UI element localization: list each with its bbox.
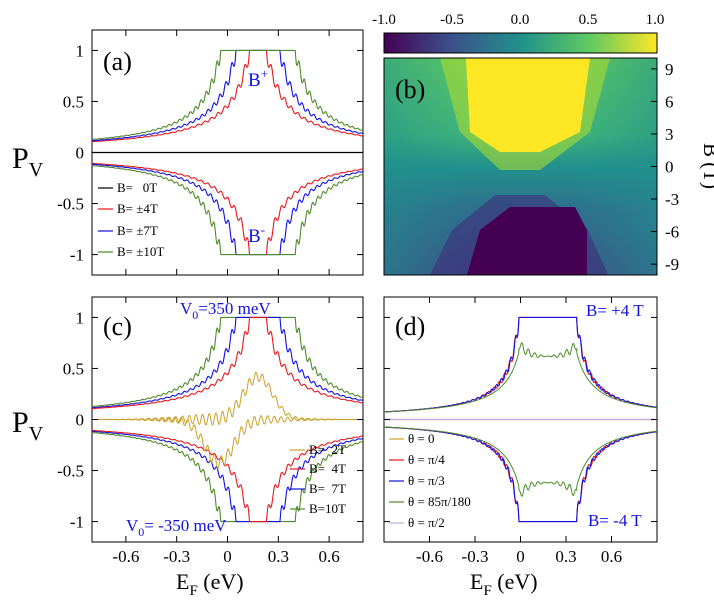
y-tick-label: -1 xyxy=(70,513,84,532)
legend-label: θ = π/2 xyxy=(408,515,445,530)
annotation-b-minus4: B= -4 T xyxy=(588,511,642,530)
colorbar-tick-label: -1.0 xyxy=(372,12,396,28)
annotation-v0-positive: V0=350 meV xyxy=(180,299,271,322)
colorbar: -1.0 -0.5 0.0 0.5 1.0 xyxy=(372,12,665,54)
x-axis-label-c: EF (eV) xyxy=(176,569,244,599)
panel-label-d: (d) xyxy=(395,312,425,341)
b-axis-tick-label: 3 xyxy=(665,125,674,144)
series-line-theta-85pi180-positive xyxy=(384,342,657,413)
x-tick-label: 0.6 xyxy=(601,547,622,566)
series-line-negative-b xyxy=(92,164,363,256)
legend-label: θ = π/4 xyxy=(408,452,445,467)
panel-c-curves xyxy=(92,316,363,523)
colorbar-tick-label: 0.5 xyxy=(579,12,598,28)
series-line-negative-v0 xyxy=(92,431,363,523)
x-tick-label: 0.6 xyxy=(319,547,340,566)
y-tick-label: 1 xyxy=(76,308,85,327)
series-line-negative-b xyxy=(92,162,363,256)
series-line-positive-v0 xyxy=(92,316,363,410)
y-tick-label: 0 xyxy=(76,411,85,430)
series-line-positive-v0 xyxy=(92,316,363,408)
x-tick-label: -0.6 xyxy=(112,547,139,566)
x-tick-label: 0.3 xyxy=(268,547,289,566)
series-line-positive-b xyxy=(92,49,363,143)
legend-label: B= ±7T xyxy=(117,223,158,238)
panel-b xyxy=(383,57,658,276)
series-line-positive-b xyxy=(92,49,363,142)
b-axis-tick-label: -9 xyxy=(665,255,679,274)
legend-label: θ = π/3 xyxy=(408,473,445,488)
series-line-negative-b xyxy=(92,163,363,256)
y-tick-label: 1 xyxy=(76,41,85,60)
y-axis-label-bottom: PV xyxy=(12,406,44,445)
legend-a: B= 0T B= ±4T B= ±7T B= ±10T xyxy=(98,180,164,259)
heatmap-bottom-lobe xyxy=(467,207,587,275)
b-axis-tick-label: 9 xyxy=(665,60,674,79)
y-tick-label: -0.5 xyxy=(57,462,84,481)
legend-label: B= 2T xyxy=(309,442,346,457)
heatmap-top-lobe xyxy=(466,58,590,152)
b-axis-tick-label: 0 xyxy=(665,158,674,177)
y-axis-label-top: PV xyxy=(12,142,44,181)
b-axis-tick-label: -3 xyxy=(665,190,679,209)
series-line-negative-v0 xyxy=(92,429,363,523)
series-line-positive-b xyxy=(92,49,363,141)
panel-a-curves xyxy=(92,49,363,256)
b-axis-tick-label: -6 xyxy=(665,223,679,242)
b-axis-label: B (T) xyxy=(699,143,714,189)
colorbar-gradient xyxy=(383,32,658,54)
series-line-b-2t-negative xyxy=(92,415,363,469)
series-line-negative-v0 xyxy=(92,430,363,523)
panel-label-b: (b) xyxy=(395,75,425,104)
b-axis-tick-label: 6 xyxy=(665,92,674,111)
axis-ticks: 1 0.5 0 -0.5 -1 1 0.5 0 -0.5 -1 -0.6 -0.3 0 0.3 0.6 -0.… xyxy=(57,30,679,566)
legend-label: θ = 0 xyxy=(408,431,435,446)
y-tick-label: 0 xyxy=(76,144,85,163)
panel-label-a: (a) xyxy=(103,47,132,76)
panel-d-curves xyxy=(384,316,657,523)
x-tick-label: 0 xyxy=(516,547,525,566)
x-tick-label: 0.3 xyxy=(555,547,576,566)
legend-label: B= 7T xyxy=(309,481,346,496)
y-tick-label: -1 xyxy=(70,246,84,265)
x-tick-label: -0.3 xyxy=(163,547,190,566)
y-tick-label: 0.5 xyxy=(63,92,84,111)
x-tick-label: 0 xyxy=(223,547,232,566)
x-tick-label: -0.3 xyxy=(462,547,489,566)
colorbar-tick-label: -0.5 xyxy=(440,12,464,28)
legend-label: B= 4T xyxy=(309,461,346,476)
colorbar-tick-label: 1.0 xyxy=(646,12,665,28)
legend-label: B= ±10T xyxy=(117,244,164,259)
series-line-theta-85pi180-negative xyxy=(384,426,657,497)
annotation-v0-negative: V0= -350 meV xyxy=(126,516,227,539)
series-line-positive-v0 xyxy=(92,316,363,409)
legend-label: B=10T xyxy=(309,501,346,516)
x-tick-label: -0.6 xyxy=(416,547,443,566)
y-tick-label: 0.5 xyxy=(63,359,84,378)
legend-label: B= 0T xyxy=(117,180,157,195)
y-tick-label: -0.5 xyxy=(57,195,84,214)
colorbar-tick-label: 0.0 xyxy=(511,12,530,28)
legend-label: B= ±4T xyxy=(117,201,158,216)
x-axis-label-d: EF (eV) xyxy=(470,569,538,599)
annotation-b-plus4: B= +4 T xyxy=(586,301,644,320)
panel-label-c: (c) xyxy=(103,312,132,341)
legend-d: θ = 0 θ = π/4 θ = π/3 θ = 85π/180 θ = π/… xyxy=(389,431,471,530)
legend-c: B= 2T B= 4T B= 7T B=10T xyxy=(290,442,346,516)
annotation-b-minus: B- xyxy=(248,222,265,247)
legend-label: θ = 85π/180 xyxy=(408,494,471,509)
annotation-b-plus: B+ xyxy=(248,66,268,91)
